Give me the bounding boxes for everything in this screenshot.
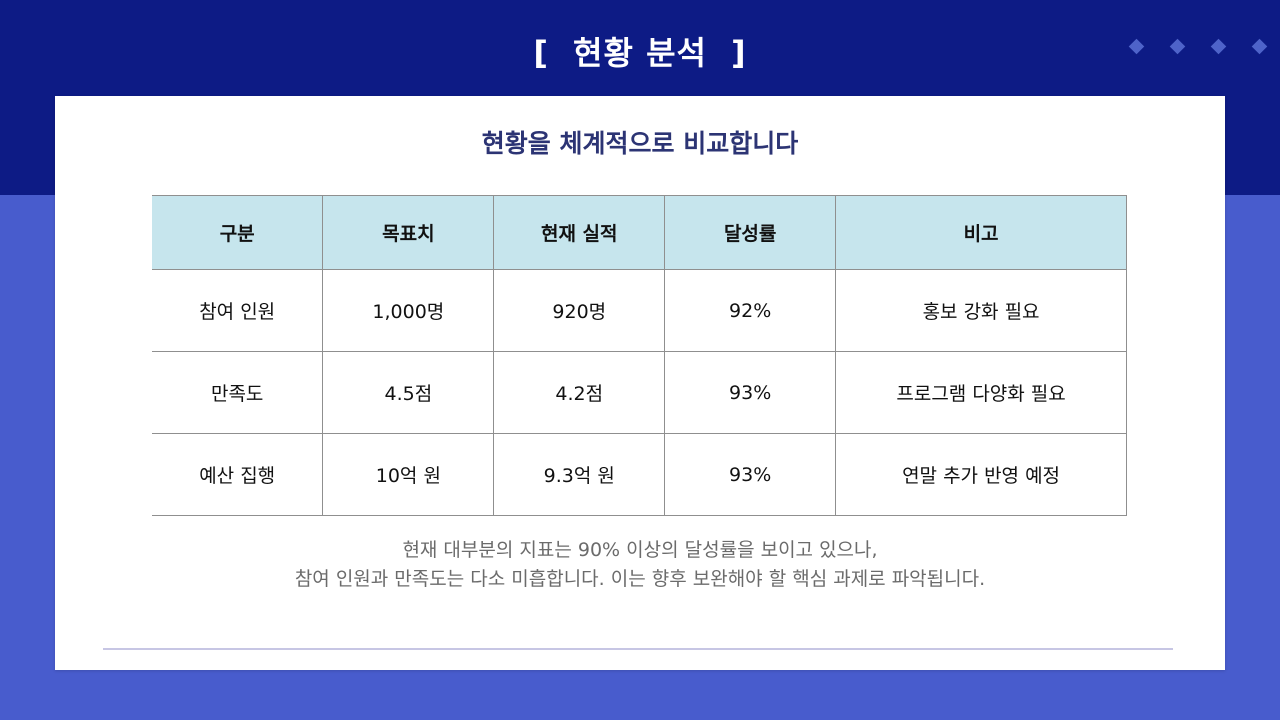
cell-actual: 9.3억 원: [493, 433, 666, 516]
column-header-target: 목표치: [322, 195, 495, 270]
column-header-actual: 현재 실적: [493, 195, 666, 270]
cell-remarks: 연말 추가 반영 예정: [835, 433, 1127, 516]
cell-category: 참여 인원: [152, 269, 324, 352]
cell-rate: 93%: [664, 433, 837, 516]
cell-remarks: 프로그램 다양화 필요: [835, 351, 1127, 434]
cell-remarks: 홍보 강화 필요: [835, 269, 1127, 352]
comparison-table: 구분 목표치 현재 실적 달성률 비고 참여 인원 1,000명 920명 92…: [152, 195, 1127, 516]
cell-rate: 93%: [664, 351, 837, 434]
page-title: [ 현황 분석]: [0, 28, 1280, 78]
cell-category: 예산 집행: [152, 433, 324, 516]
page-title-text: 현황 분석: [573, 34, 707, 72]
content-card: 현황을 체계적으로 비교합니다 구분 목표치 현재 실적 달성률 비고 참여 인…: [55, 96, 1225, 670]
cell-target: 10억 원: [322, 433, 495, 516]
cell-target: 4.5점: [322, 351, 495, 434]
diamond-icon: [1128, 38, 1145, 55]
cell-category: 만족도: [152, 351, 324, 434]
column-header-rate: 달성률: [664, 195, 837, 270]
diamond-icon: [1169, 38, 1186, 55]
summary-note: 현재 대부분의 지표는 90% 이상의 달성률을 보이고 있으나, 참여 인원과…: [55, 536, 1225, 594]
cell-rate: 92%: [664, 269, 837, 352]
summary-note-line-2: 참여 인원과 만족도는 다소 미흡합니다. 이는 향후 보완해야 할 핵심 과제…: [294, 568, 986, 590]
cell-actual: 4.2점: [493, 351, 666, 434]
summary-note-line-1: 현재 대부분의 지표는 90% 이상의 달성률을 보이고 있으나,: [402, 539, 878, 561]
diamond-icon: [1210, 38, 1227, 55]
table-row: 참여 인원 1,000명 920명 92% 홍보 강화 필요: [152, 269, 1127, 352]
footer-divider: [103, 648, 1173, 650]
bracket-close: ]: [730, 34, 747, 72]
table-row: 만족도 4.5점 4.2점 93% 프로그램 다양화 필요: [152, 351, 1127, 434]
column-header-category: 구분: [152, 195, 324, 270]
table-header-row: 구분 목표치 현재 실적 달성률 비고: [152, 195, 1127, 270]
decorative-diamonds: [1128, 38, 1268, 55]
column-header-remarks: 비고: [835, 195, 1127, 270]
cell-actual: 920명: [493, 269, 666, 352]
diamond-icon: [1251, 38, 1268, 55]
table-row: 예산 집행 10억 원 9.3억 원 93% 연말 추가 반영 예정: [152, 433, 1127, 516]
cell-target: 1,000명: [322, 269, 495, 352]
bracket-open: [: [533, 34, 550, 72]
card-subtitle: 현황을 체계적으로 비교합니다: [481, 129, 799, 158]
